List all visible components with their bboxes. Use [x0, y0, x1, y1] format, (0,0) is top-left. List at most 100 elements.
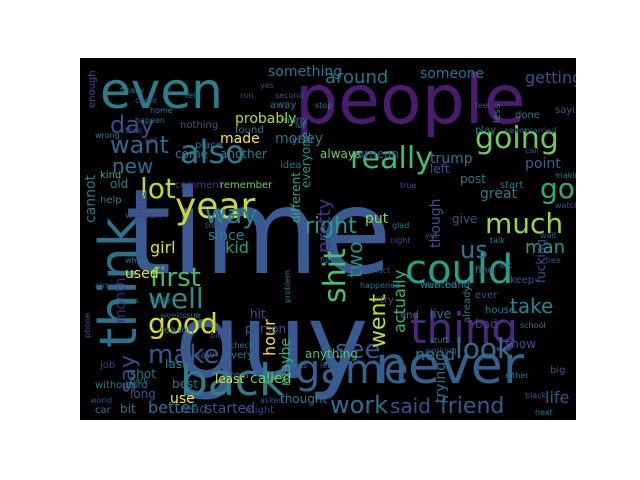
cloud-word: shit: [318, 248, 353, 303]
cloud-word: ever: [475, 290, 498, 301]
cloud-word: car: [95, 405, 112, 416]
cloud-word: tell: [185, 91, 198, 100]
cloud-word: work: [330, 391, 388, 419]
cloud-word: try: [380, 295, 394, 306]
cloud-word: took: [125, 126, 143, 135]
cloud-word: first: [150, 263, 201, 293]
cloud-word: bad: [475, 317, 498, 331]
cloud-word: gets: [290, 361, 307, 370]
cloud-word: new: [112, 154, 153, 178]
cloud-word: away: [270, 100, 296, 111]
cloud-word: lol: [355, 150, 367, 161]
cloud-word: go: [540, 172, 575, 205]
cloud-word: post: [460, 172, 486, 186]
cloud-word: guess: [115, 296, 138, 305]
cloud-word: let: [320, 361, 330, 370]
cloud-word: see: [335, 335, 381, 365]
cloud-word: though: [428, 198, 444, 248]
cloud-word: night: [390, 236, 411, 245]
cloud-word: nothing: [180, 120, 218, 131]
cloud-word: trump: [430, 151, 473, 167]
cloud-word: actually: [390, 270, 409, 333]
cloud-word: different: [289, 172, 303, 223]
cloud-word: house: [485, 305, 515, 316]
cloud-word: something: [268, 64, 342, 80]
cloud-word: long: [130, 387, 156, 401]
cloud-word: whole: [125, 256, 149, 265]
cloud-word: working: [425, 346, 457, 355]
cloud-word: use: [170, 391, 195, 407]
cloud-word: take: [510, 294, 553, 318]
cloud-word: yes: [260, 81, 274, 90]
cloud-word: saw: [195, 350, 215, 361]
cloud-word: never: [375, 336, 525, 396]
cloud-word: think: [89, 217, 149, 348]
cloud-word: someone: [420, 66, 484, 82]
cloud-word: saying: [555, 105, 576, 116]
cloud-word: hit: [250, 307, 266, 321]
cloud-word: well: [148, 282, 204, 315]
cloud-word: talk: [490, 236, 505, 245]
cloud-word: bit: [210, 331, 220, 340]
cloud-word: etc: [500, 261, 512, 270]
cloud-word: job: [99, 360, 115, 371]
cloud-word: live: [430, 307, 451, 321]
cloud-word: week: [160, 311, 181, 320]
cloud-word: much: [485, 207, 563, 240]
cloud-word: good: [148, 307, 218, 340]
cloud-word: thought: [280, 392, 327, 406]
cloud-word: already: [462, 286, 473, 323]
cloud-word: year: [175, 186, 256, 227]
cloud-word: need: [415, 345, 455, 364]
cloud-word: last: [165, 357, 187, 371]
word-cloud: time guy people even think never back game could…: [80, 58, 576, 420]
cloud-word: shot: [130, 367, 156, 381]
cloud-word: anything: [305, 347, 358, 361]
cloud-word: kind: [100, 170, 121, 181]
cloud-word: life: [545, 388, 569, 407]
cloud-word: month: [113, 278, 129, 323]
cloud-word: made: [220, 131, 260, 147]
cloud-word: also: [180, 133, 245, 171]
cloud-word: stuff: [430, 336, 448, 345]
cloud-word: almost: [95, 281, 122, 290]
cloud-word: watch: [555, 201, 576, 210]
cloud-word: day: [110, 111, 154, 139]
cloud-word: said: [390, 394, 431, 418]
cloud-word: check: [230, 341, 254, 350]
cloud-word: might: [245, 405, 274, 416]
cloud-word: guy: [175, 281, 368, 403]
cloud-word: fucking: [534, 239, 548, 283]
cloud-word: start: [500, 180, 523, 191]
cloud-word: bit: [120, 402, 136, 416]
cloud-word: least: [215, 372, 244, 386]
cloud-word: better: [148, 398, 197, 417]
cloud-word: fact: [375, 266, 390, 275]
cloud-word: fun: [320, 256, 333, 265]
cloud-word: make: [148, 340, 219, 370]
cloud-word: pretty: [314, 198, 335, 253]
cloud-word: thing: [410, 304, 518, 353]
cloud-word: friend: [440, 394, 504, 419]
cloud-word: game: [295, 347, 408, 393]
cloud-word: big: [550, 365, 565, 376]
cloud-word: home: [150, 106, 173, 115]
cloud-word: problem: [283, 270, 292, 303]
cloud-word: reason: [160, 325, 194, 336]
cloud-word: part: [130, 376, 146, 385]
cloud-word: finally: [120, 86, 144, 95]
cloud-word: done: [515, 110, 540, 121]
cloud-word: back: [180, 355, 285, 406]
cloud-word: find: [475, 265, 494, 276]
cloud-word: even: [100, 62, 223, 120]
cloud-word: point: [525, 156, 561, 172]
cloud-word: set: [145, 136, 157, 145]
cloud-word: enough: [87, 70, 98, 108]
cloud-word: trying: [433, 362, 449, 403]
cloud-word: asked: [260, 396, 283, 405]
cloud-word: around: [325, 67, 388, 88]
cloud-word: two: [343, 242, 367, 278]
cloud-word: feel: [475, 101, 490, 110]
cloud-word: everyone: [299, 132, 313, 188]
